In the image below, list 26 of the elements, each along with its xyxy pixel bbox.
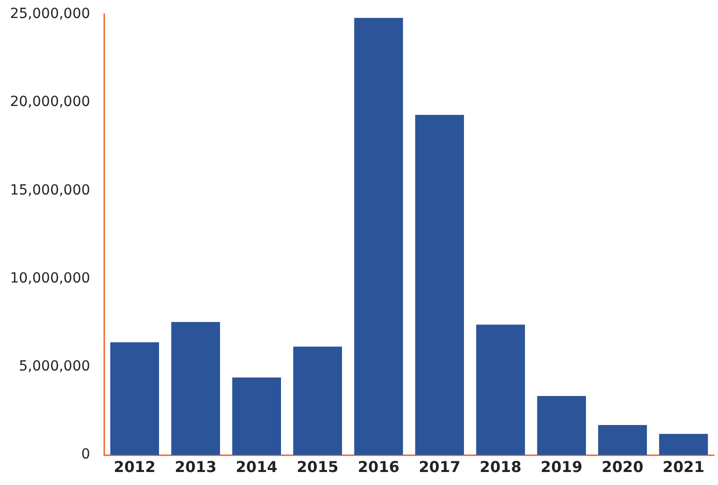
y-tick-label: 20,000,000 [10,94,90,110]
bar [537,396,586,455]
bar [171,322,220,455]
x-tick-label: 2013 [174,458,217,476]
bar [293,346,342,455]
x-tick-label: 2019 [540,458,582,476]
y-tick-label: 0 [81,446,90,463]
y-tick-label: 15,000,000 [10,182,90,198]
bar [659,434,708,455]
y-tick-label: 25,000,000 [10,6,90,22]
x-tick-label: 2014 [236,458,278,476]
bar [598,425,647,455]
bar [354,18,403,455]
bar [232,377,282,455]
bar [476,324,525,455]
x-tick-label: 2020 [602,458,644,476]
bar [110,342,160,455]
x-tick-label: 2016 [358,458,400,476]
y-tick-label: 5,000,000 [18,358,90,375]
bar [415,114,464,455]
x-tick-label: 2015 [296,458,338,476]
y-tick-label: 10,000,000 [10,270,90,286]
x-tick-label: 2012 [114,458,156,476]
x-tick-label: 2017 [418,458,460,476]
x-tick-label: 2021 [662,458,704,476]
x-tick-label: 2018 [480,458,522,476]
